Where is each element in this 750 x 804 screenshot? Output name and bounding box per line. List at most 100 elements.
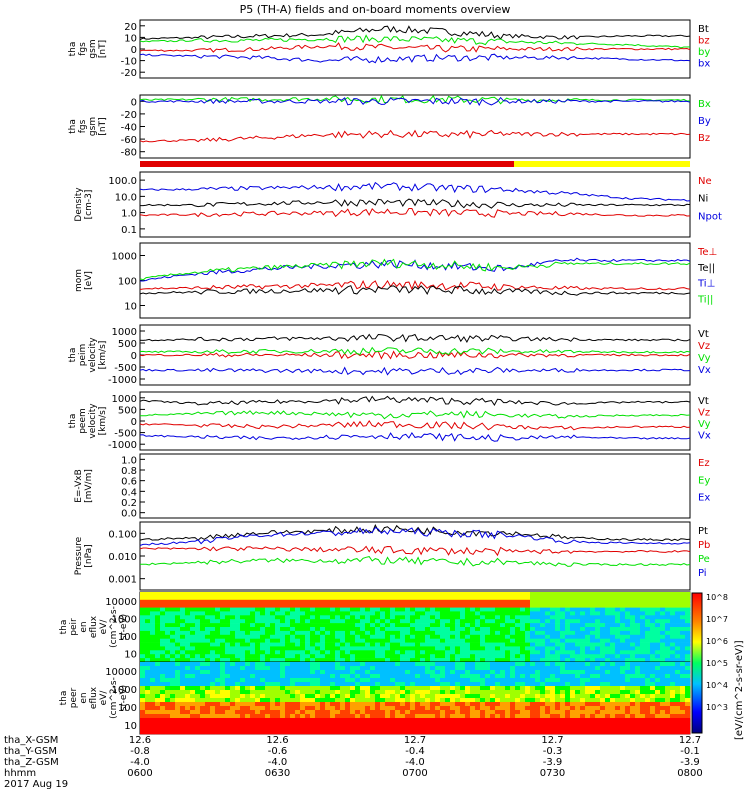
heatmap-cell	[675, 662, 681, 667]
heatmap-cell	[680, 595, 686, 601]
heatmap-cell	[445, 615, 451, 620]
heatmap-cell	[560, 714, 566, 719]
heatmap-cell	[565, 662, 571, 667]
heatmap-cell	[550, 627, 556, 632]
y-axis-label: tha peim velocity [km/s]	[68, 337, 108, 373]
heatmap-cell	[415, 698, 421, 703]
y-axis-label: Density [cm-3]	[74, 187, 94, 222]
heatmap-cell	[250, 682, 256, 687]
heatmap-cell	[440, 710, 446, 715]
heatmap-cell	[265, 726, 271, 731]
heatmap-cell	[530, 718, 536, 723]
heatmap-cell	[270, 619, 276, 624]
heatmap-cell	[335, 718, 341, 723]
heatmap-cell	[525, 592, 531, 597]
heatmap-cell	[270, 686, 276, 691]
heatmap-cell	[390, 638, 396, 643]
heatmap-cell	[490, 670, 496, 675]
heatmap-cell	[200, 642, 206, 647]
heatmap-cell	[570, 678, 576, 683]
heatmap-cell	[555, 650, 561, 655]
heatmap-cell	[340, 730, 346, 735]
heatmap-cell	[275, 654, 281, 659]
heatmap-cell	[590, 662, 596, 667]
heatmap-cell	[470, 630, 476, 636]
heatmap-cell	[500, 603, 506, 608]
heatmap-cell	[500, 619, 506, 624]
heatmap-cell	[140, 726, 146, 731]
heatmap-cell	[265, 603, 271, 608]
heatmap-cell	[465, 682, 471, 687]
heatmap-cell	[255, 658, 261, 663]
heatmap-cell	[645, 722, 651, 727]
heatmap-cell	[665, 611, 671, 616]
heatmap-cell	[545, 662, 551, 667]
heatmap-cell	[530, 623, 536, 628]
heatmap-cell	[455, 634, 461, 639]
heatmap-cell	[385, 638, 391, 643]
heatmap-cell	[625, 623, 631, 628]
heatmap-cell	[345, 686, 351, 691]
heatmap-cell	[255, 718, 261, 723]
heatmap-cell	[330, 670, 336, 675]
heatmap-cell	[220, 686, 226, 691]
heatmap-cell	[220, 607, 226, 612]
heatmap-cell	[630, 674, 636, 679]
heatmap-cell	[260, 638, 266, 643]
heatmap-cell	[255, 619, 261, 624]
heatmap-cell	[480, 678, 486, 683]
heatmap-cell	[630, 702, 636, 707]
heatmap-cell	[480, 718, 486, 723]
legend-Vx: Vx	[698, 365, 711, 376]
heatmap-cell	[330, 623, 336, 628]
heatmap-cell	[590, 718, 596, 723]
heatmap-cell	[455, 646, 461, 651]
heatmap-cell	[390, 702, 396, 707]
heatmap-cell	[490, 730, 496, 735]
heatmap-cell	[500, 722, 506, 727]
heatmap-cell	[545, 702, 551, 707]
heatmap-cell	[290, 706, 296, 711]
heatmap-cell	[230, 654, 236, 659]
heatmap-cell	[355, 654, 361, 659]
heatmap-cell	[500, 706, 506, 711]
heatmap-cell	[230, 634, 236, 639]
heatmap-cell	[340, 698, 346, 703]
heatmap-cell	[260, 698, 266, 703]
heatmap-cell	[160, 702, 166, 707]
heatmap-cell	[400, 670, 406, 675]
heatmap-cell	[600, 634, 606, 639]
heatmap-cell	[145, 670, 151, 675]
heatmap-cell	[615, 666, 621, 671]
heatmap-cell	[275, 674, 281, 679]
heatmap-cell	[330, 619, 336, 624]
heatmap-cell	[430, 658, 436, 663]
heatmap-cell	[470, 611, 476, 616]
heatmap-cell	[450, 607, 456, 612]
heatmap-cell	[410, 619, 416, 624]
heatmap-cell	[290, 658, 296, 663]
heatmap-cell	[265, 623, 271, 628]
heatmap-cell	[595, 698, 601, 703]
panel-frame	[139, 521, 691, 591]
heatmap-cell	[645, 603, 651, 608]
heatmap-cell	[670, 619, 676, 624]
heatmap-cell	[585, 722, 591, 727]
heatmap-cell	[150, 710, 156, 715]
heatmap-cell	[510, 706, 516, 711]
heatmap-cell	[340, 592, 346, 597]
heatmap-cell	[220, 615, 226, 620]
heatmap-cell	[255, 650, 261, 655]
heatmap-cell	[360, 607, 366, 612]
heatmap-cell	[665, 662, 671, 667]
heatmap-cell	[180, 615, 186, 620]
heatmap-cell	[210, 726, 216, 731]
heatmap-cell	[295, 706, 301, 711]
heatmap-cell	[410, 682, 416, 687]
heatmap-cell	[220, 658, 226, 663]
heatmap-cell	[380, 694, 386, 699]
heatmap-cell	[530, 666, 536, 671]
heatmap-cell	[395, 638, 401, 643]
heatmap-cell	[450, 627, 456, 632]
heatmap-cell	[580, 623, 586, 628]
